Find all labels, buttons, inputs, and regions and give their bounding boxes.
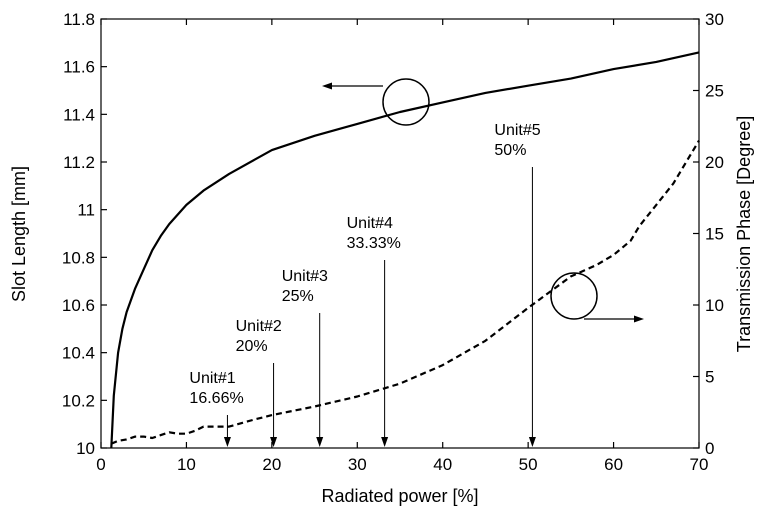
y-left-tick-label: 11.2 bbox=[63, 153, 95, 172]
unit-value-label: 50% bbox=[494, 142, 526, 159]
unit-value-label: 33.33% bbox=[347, 235, 401, 252]
y-left-axis-title: Slot Length [mm] bbox=[9, 166, 29, 302]
y-left-tick-label: 10.4 bbox=[62, 344, 95, 363]
y-right-tick-label: 20 bbox=[705, 153, 724, 172]
x-tick-label: 10 bbox=[177, 455, 196, 474]
series bbox=[110, 51, 700, 449]
y-right-tick-label: 30 bbox=[705, 10, 724, 29]
unit-name-label: Unit#1 bbox=[189, 370, 235, 387]
y-left-tick-label: 10 bbox=[76, 439, 95, 458]
x-tick-label: 0 bbox=[96, 455, 105, 474]
tick-labels: 0 10 20 30 40 50 60 701010.210.410.610.81111.21… bbox=[62, 10, 724, 474]
y-right-tick-label: 15 bbox=[705, 225, 724, 244]
unit-marker-arrowhead bbox=[270, 437, 278, 447]
y-right-tick-label: 0 bbox=[705, 439, 714, 458]
y-left-tick-label: 11 bbox=[77, 201, 95, 220]
x-tick-label: 70 bbox=[690, 455, 709, 474]
unit-value-label: 25% bbox=[282, 288, 314, 305]
y-right-tick-label: 25 bbox=[705, 82, 724, 101]
x-tick-label: 20 bbox=[262, 455, 281, 474]
y-right-tick-label: 5 bbox=[705, 368, 714, 387]
y-left-tick-label: 10.8 bbox=[62, 248, 95, 267]
unit-marker-arrowhead bbox=[223, 437, 231, 447]
unit-value-label: 16.66% bbox=[189, 390, 243, 407]
unit-name-label: Unit#5 bbox=[494, 122, 540, 139]
slot-length-line bbox=[110, 51, 700, 449]
y-right-axis-title: Transmission Phase [Degree] bbox=[734, 116, 754, 352]
y-left-tick-label: 11.4 bbox=[63, 105, 95, 124]
x-axis-title: Radiated power [%] bbox=[321, 486, 478, 506]
unit-marker-arrowhead bbox=[528, 437, 536, 447]
x-tick-label: 60 bbox=[604, 455, 623, 474]
unit-name-label: Unit#2 bbox=[236, 318, 282, 335]
ticks bbox=[100, 18, 700, 449]
unit-name-label: Unit#3 bbox=[282, 268, 328, 285]
unit-marker-arrowhead bbox=[381, 437, 389, 447]
y-right-tick-label: 10 bbox=[705, 296, 724, 315]
x-tick-label: 40 bbox=[433, 455, 452, 474]
annotations: Unit#1 16.66% Unit#2 20% Unit#3 25% Unit#4 33.3… bbox=[189, 122, 541, 447]
x-tick-label: 30 bbox=[348, 455, 367, 474]
y-left-tick-label: 10.2 bbox=[62, 391, 95, 410]
left-axis-indicator-arrowhead bbox=[322, 82, 332, 90]
unit-value-label: 20% bbox=[236, 338, 268, 355]
left-axis-indicator-circle bbox=[382, 78, 430, 126]
transmission-phase-line bbox=[110, 140, 700, 445]
right-axis-indicator-arrowhead bbox=[634, 315, 644, 323]
unit-name-label: Unit#4 bbox=[347, 215, 393, 232]
x-tick-label: 50 bbox=[519, 455, 538, 474]
right-axis-indicator-circle bbox=[550, 272, 598, 320]
y-left-tick-label: 11.6 bbox=[63, 58, 95, 77]
y-left-tick-label: 10.6 bbox=[62, 296, 95, 315]
y-left-tick-label: 11.8 bbox=[63, 10, 95, 29]
unit-marker-arrowhead bbox=[316, 437, 324, 447]
